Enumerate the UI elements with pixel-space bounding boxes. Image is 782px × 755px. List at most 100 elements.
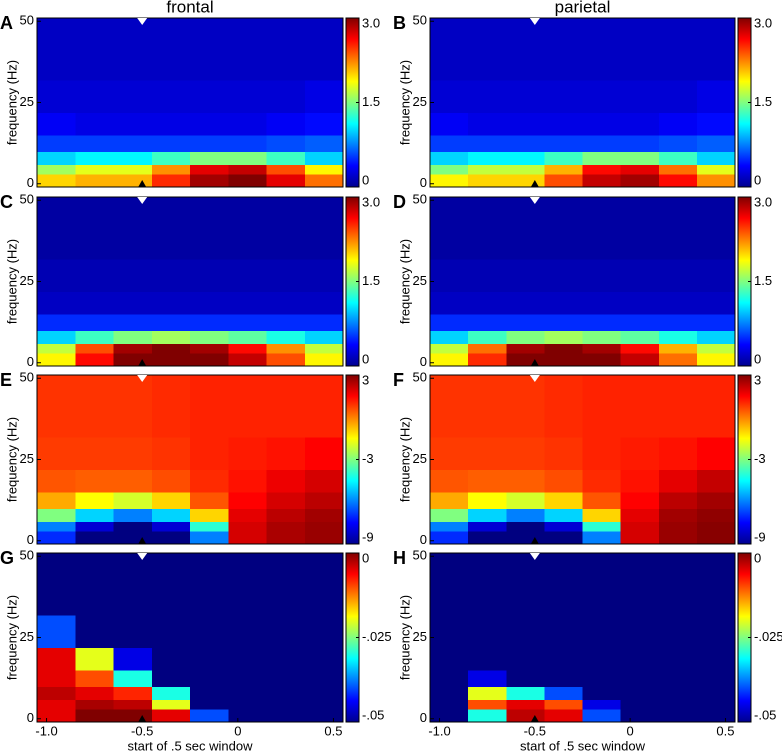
heat-cell: [468, 531, 507, 545]
heat-cell: [544, 375, 583, 438]
heat-cell: [228, 258, 267, 292]
heat-cell: [696, 709, 736, 723]
heat-cell: [75, 375, 114, 438]
heat-cell: [468, 492, 507, 509]
heat-cell: [75, 135, 114, 152]
heat-cell: [190, 174, 229, 188]
heat-cell: [544, 112, 583, 136]
heat-cell: [75, 699, 114, 710]
heat-cell: [37, 670, 76, 687]
heat-cell: [696, 112, 736, 136]
panel-letter: F: [393, 370, 404, 390]
heat-cell: [506, 614, 545, 648]
heat-cell: [304, 353, 344, 367]
heat-cell: [190, 647, 229, 671]
heat-cell: [468, 670, 507, 687]
heat-cell: [468, 647, 507, 671]
heat-cell: [620, 469, 660, 493]
heat-cell: [544, 174, 583, 188]
x-tick-label: -1.0: [35, 723, 57, 738]
marker-top: [137, 553, 148, 560]
heat-cell: [468, 151, 507, 165]
heat-cell: [266, 686, 306, 700]
heat-cell: [266, 135, 306, 152]
heat-cell: [151, 492, 191, 509]
colorbar-tick-label: -3: [362, 451, 374, 466]
heat-cell: [506, 258, 545, 292]
heat-cell: [151, 291, 191, 315]
heat-cell: [75, 670, 114, 687]
heat-cell: [113, 614, 153, 648]
heat-cell: [190, 343, 229, 354]
heat-cell: [266, 531, 306, 545]
heat-cell: [544, 492, 583, 509]
heat-cell: [37, 79, 76, 113]
heat-cell: [228, 521, 267, 532]
heat-cell: [304, 135, 344, 152]
heat-cell: [696, 436, 736, 470]
heat-cell: [75, 531, 114, 545]
y-tick-label: 0: [27, 532, 34, 547]
heat-cell: [582, 135, 622, 152]
heat-cell: [696, 647, 736, 671]
heat-cell: [620, 709, 660, 723]
heat-cell: [113, 553, 153, 616]
heat-cell: [620, 197, 660, 260]
heat-cell: [113, 258, 153, 292]
heat-cell: [582, 508, 622, 522]
heat-cell: [658, 314, 698, 331]
heat-cell: [430, 258, 469, 292]
heat-cell: [544, 291, 583, 315]
heat-cell: [696, 492, 736, 509]
colorbar-tick-label: 0: [754, 172, 761, 187]
heat-cell: [658, 174, 698, 188]
heat-cell: [151, 436, 191, 470]
heat-cell: [696, 151, 736, 165]
heat-cell: [75, 553, 114, 616]
heat-cell: [151, 508, 191, 522]
heat-cell: [430, 553, 469, 616]
heat-cell: [620, 686, 660, 700]
heat-cell: [266, 709, 306, 723]
heat-cell: [37, 553, 76, 616]
heat-cell: [696, 699, 736, 710]
heat-cell: [190, 18, 229, 81]
heat-cell: [304, 174, 344, 188]
heat-cell: [582, 492, 622, 509]
heat-cell: [506, 314, 545, 331]
heat-cell: [658, 492, 698, 509]
heat-cell: [75, 436, 114, 470]
heat-cell: [228, 686, 267, 700]
heat-cell: [266, 614, 306, 648]
heat-cell: [506, 112, 545, 136]
heat-cell: [658, 647, 698, 671]
heat-cell: [228, 112, 267, 136]
heat-cell: [696, 531, 736, 545]
heat-cell: [228, 314, 267, 331]
heat-cell: [37, 686, 76, 700]
heat-cell: [658, 699, 698, 710]
heat-cell: [113, 469, 153, 493]
heat-cell: [506, 174, 545, 188]
colorbar-tick-label: 0: [362, 351, 369, 366]
heat-cell: [430, 314, 469, 331]
y-tick-label: 25: [413, 94, 427, 109]
heat-cell: [430, 436, 469, 470]
y-tick-label: 0: [27, 175, 34, 190]
marker-top: [529, 197, 540, 204]
heat-cell: [658, 553, 698, 616]
heat-cell: [582, 553, 622, 616]
marker-bottom: [530, 359, 539, 366]
heat-cell: [582, 151, 622, 165]
y-axis-label: frequency (Hz): [4, 60, 19, 145]
heat-cell: [468, 469, 507, 493]
heat-cell: [37, 699, 76, 710]
heat-cell: [151, 18, 191, 81]
heat-cell: [506, 18, 545, 81]
x-tick-label: -1.0: [428, 723, 450, 738]
heat-cell: [228, 647, 267, 671]
colorbar-tick-label: 3.0: [754, 194, 772, 209]
heat-cell: [658, 258, 698, 292]
heat-cell: [266, 343, 306, 354]
heat-cell: [190, 164, 229, 175]
